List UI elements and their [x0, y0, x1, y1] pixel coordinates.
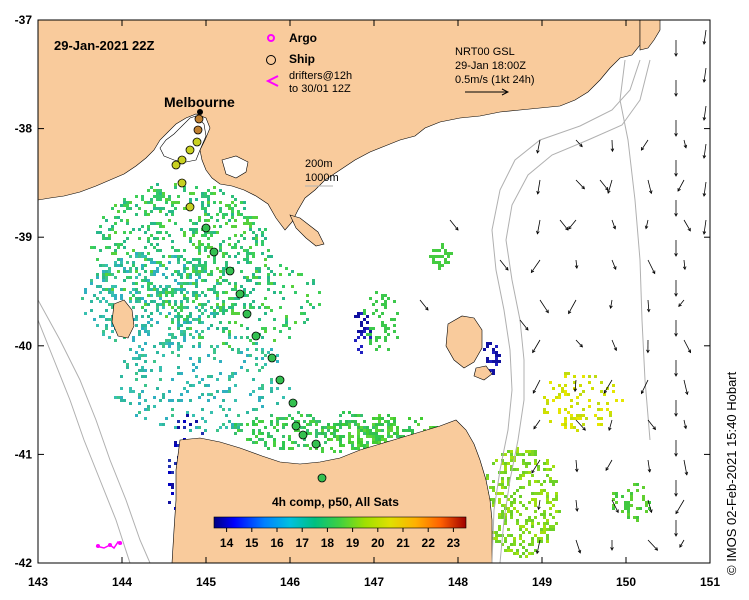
argo-label: Argo [289, 31, 317, 45]
x-tick-label: 145 [196, 575, 216, 589]
colorbar-tick-label: 23 [447, 536, 461, 550]
credit-label: © IMOS 02-Feb-2021 15:40 Hobart [724, 371, 739, 575]
colorbar-tick-label: 22 [422, 536, 436, 550]
drifter-markers [96, 541, 122, 548]
ship-icon [266, 55, 276, 65]
depth-legend: 200m 1000m [305, 158, 339, 187]
x-axis-labels: 143 144 145 146 147 148 149 150 151 [28, 575, 720, 589]
x-tick-label: 147 [364, 575, 384, 589]
depth-1000m-label: 1000m [305, 172, 339, 184]
y-tick-label: -38 [15, 122, 33, 136]
drifter-icon [265, 75, 279, 87]
colorbar-tick-label: 15 [245, 536, 259, 550]
timestamp-label: 29-Jan-2021 22Z [54, 38, 155, 53]
argo-icon [267, 34, 275, 42]
land-victoria [38, 20, 641, 231]
sst-field [81, 183, 651, 558]
x-tick-label: 151 [700, 575, 720, 589]
map-legend: Argo Ship drifters@12h to 30/01 12Z [265, 31, 352, 95]
current-time-label: 29-Jan 18:00Z [455, 60, 526, 72]
x-tick-label: 148 [448, 575, 468, 589]
colorbar-ticks: 14 15 16 17 18 19 20 21 22 23 [220, 528, 460, 550]
land-flinders-island [445, 315, 483, 369]
x-tick-label: 144 [112, 575, 132, 589]
colorbar-gradient [213, 516, 467, 529]
colorbar-title: 4h comp, p50, All Sats [272, 495, 399, 509]
x-tick-label: 143 [28, 575, 48, 589]
city-marker-melbourne [197, 109, 203, 115]
land-cape-barren [473, 365, 493, 381]
colorbar-tick-label: 16 [270, 536, 284, 550]
current-legend: NRT00 GSL 29-Jan 18:00Z 0.5m/s (1kt 24h) [455, 46, 534, 96]
y-axis-labels: -37 -38 -39 -40 -41 -42 [15, 13, 33, 570]
x-tick-label: 146 [280, 575, 300, 589]
x-tick-label: 150 [616, 575, 636, 589]
colorbar: 4h comp, p50, All Sats 14 15 16 17 18 19 20 21 2… [213, 495, 467, 550]
land-nsw [639, 20, 661, 51]
current-scale-arrow [465, 88, 510, 96]
colorbar-tick-label: 14 [220, 536, 234, 550]
colorbar-tick-label: 17 [296, 536, 310, 550]
land-promontory [289, 214, 325, 247]
y-tick-label: -42 [15, 556, 33, 570]
y-tick-label: -37 [15, 13, 33, 27]
axis-ticks [37, 19, 711, 564]
colorbar-tick-label: 20 [371, 536, 385, 550]
colorbar-tick-label: 21 [396, 536, 410, 550]
current-scale-label: 0.5m/s (1kt 24h) [455, 74, 534, 86]
y-tick-label: -39 [15, 230, 33, 244]
x-tick-label: 149 [532, 575, 552, 589]
land-king-island [111, 299, 135, 339]
drifters-label-line2: to 30/01 12Z [289, 83, 351, 95]
y-tick-label: -41 [15, 447, 33, 461]
colorbar-tick-label: 18 [321, 536, 335, 550]
ship-label: Ship [289, 52, 315, 66]
city-label-melbourne: Melbourne [164, 94, 235, 110]
bathymetry-contours [38, 59, 651, 563]
current-model-label: NRT00 GSL [455, 46, 515, 58]
depth-200m-label: 200m [305, 158, 333, 170]
drifters-label-line1: drifters@12h [289, 70, 352, 82]
ship-track [171, 114, 327, 483]
current-vectors [419, 29, 707, 555]
y-tick-label: -40 [15, 339, 33, 353]
western-port [221, 155, 249, 179]
colorbar-tick-label: 19 [346, 536, 360, 550]
